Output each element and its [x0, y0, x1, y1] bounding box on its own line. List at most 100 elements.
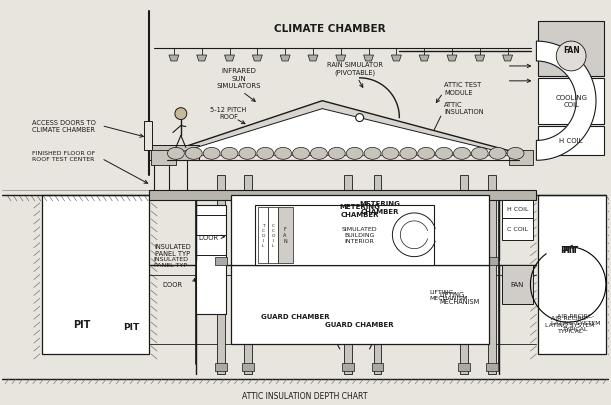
Circle shape — [556, 42, 586, 72]
Text: T
C
O
I
L: T C O I L — [262, 224, 265, 247]
Text: LIFTING,
MECHANISM: LIFTING, MECHANISM — [429, 289, 467, 300]
Ellipse shape — [489, 148, 506, 160]
Bar — [536, 12, 606, 196]
Bar — [196, 205, 225, 314]
Polygon shape — [447, 56, 457, 62]
Bar — [342, 363, 354, 371]
Polygon shape — [392, 56, 401, 62]
Polygon shape — [419, 56, 429, 62]
Polygon shape — [169, 56, 179, 62]
Bar — [149, 12, 536, 196]
Bar — [243, 257, 254, 265]
Ellipse shape — [185, 148, 202, 160]
Text: C COIL: C COIL — [507, 227, 528, 232]
Text: PIT: PIT — [73, 320, 90, 329]
Text: ATTIC
INSULATION: ATTIC INSULATION — [444, 102, 484, 115]
Polygon shape — [171, 109, 514, 156]
Bar — [538, 126, 604, 156]
Ellipse shape — [453, 148, 470, 160]
Text: SIMULATED
BUILDING
INTERIOR: SIMULATED BUILDING INTERIOR — [342, 226, 378, 244]
Text: AIR RECIRC-
LATING SYSTEM
TYPICAL: AIR RECIRC- LATING SYSTEM TYPICAL — [551, 314, 601, 331]
Bar — [144, 121, 152, 151]
Text: LIFTING,
MECHANISM: LIFTING, MECHANISM — [439, 291, 480, 304]
Bar — [460, 176, 468, 374]
Ellipse shape — [328, 148, 345, 160]
Bar — [42, 196, 149, 354]
Bar — [149, 196, 536, 379]
Polygon shape — [159, 101, 527, 156]
Ellipse shape — [275, 148, 291, 160]
Bar — [538, 22, 604, 77]
Text: GUARD CHAMBER: GUARD CHAMBER — [261, 313, 329, 320]
Bar — [149, 191, 536, 200]
Bar — [268, 207, 278, 263]
Bar — [342, 257, 354, 265]
Ellipse shape — [364, 148, 381, 160]
Ellipse shape — [310, 148, 327, 160]
Bar — [373, 176, 381, 374]
Polygon shape — [503, 56, 513, 62]
Text: 5-12 PITCH
ROOF: 5-12 PITCH ROOF — [210, 107, 247, 120]
Bar — [371, 257, 384, 265]
Bar — [371, 363, 384, 371]
Text: ATTIC TEST
MODULE: ATTIC TEST MODULE — [444, 82, 481, 95]
Text: ACCESS DOORS TO
CLIMATE CHAMBER: ACCESS DOORS TO CLIMATE CHAMBER — [32, 119, 95, 133]
Text: GUARD CHAMBER: GUARD CHAMBER — [325, 321, 394, 327]
Ellipse shape — [221, 148, 238, 160]
Text: AIR RECIRC-
LATING SYSTEM
TYPICAL: AIR RECIRC- LATING SYSTEM TYPICAL — [546, 315, 595, 333]
Text: FINISHED FLOOR OF
ROOF TEST CENTER: FINISHED FLOOR OF ROOF TEST CENTER — [32, 150, 95, 162]
Bar — [458, 257, 470, 265]
Polygon shape — [475, 56, 485, 62]
Text: FAN: FAN — [563, 45, 580, 54]
Text: H COIL: H COIL — [507, 207, 529, 212]
Polygon shape — [536, 42, 596, 161]
Bar — [151, 151, 176, 166]
Polygon shape — [280, 56, 290, 62]
Bar — [230, 265, 489, 344]
Ellipse shape — [382, 148, 399, 160]
Text: INSULATED
PANEL TYP: INSULATED PANEL TYP — [153, 256, 188, 268]
Text: INSULATED
PANEL TYP: INSULATED PANEL TYP — [155, 243, 191, 257]
Bar — [488, 176, 496, 374]
Bar — [278, 207, 293, 263]
Bar — [255, 205, 434, 265]
Text: FAN: FAN — [511, 282, 524, 288]
Circle shape — [175, 109, 187, 120]
Ellipse shape — [418, 148, 434, 160]
Polygon shape — [225, 56, 235, 62]
Circle shape — [356, 114, 364, 122]
Bar — [344, 176, 352, 374]
Polygon shape — [197, 56, 207, 62]
Text: PIT: PIT — [123, 322, 139, 331]
Ellipse shape — [507, 148, 524, 160]
Ellipse shape — [257, 148, 274, 160]
Bar — [486, 257, 498, 265]
Ellipse shape — [436, 148, 453, 160]
Text: C
C
O
I
L: C C O I L — [271, 224, 275, 247]
Text: RAIN SIMULATOR
(PIVOTABLE): RAIN SIMULATOR (PIVOTABLE) — [327, 62, 382, 76]
Text: METERING
CHAMBER: METERING CHAMBER — [339, 204, 380, 217]
Text: METERING
CHAMBER: METERING CHAMBER — [359, 201, 400, 214]
Ellipse shape — [346, 148, 363, 160]
Bar — [214, 363, 227, 371]
Text: H COIL: H COIL — [560, 138, 583, 144]
Text: DOOR: DOOR — [199, 234, 219, 240]
Bar — [486, 363, 498, 371]
Bar — [258, 207, 268, 263]
Ellipse shape — [167, 148, 185, 160]
Text: INFRARED
SUN
SIMULATORS: INFRARED SUN SIMULATORS — [216, 68, 261, 89]
Bar — [502, 265, 533, 305]
Text: DOOR: DOOR — [163, 282, 183, 288]
Bar — [230, 196, 489, 265]
Text: F
A
N: F A N — [284, 226, 287, 244]
Text: PIT: PIT — [560, 245, 576, 255]
Bar — [538, 196, 606, 354]
Bar — [214, 257, 227, 265]
Bar — [244, 176, 252, 374]
Bar — [149, 146, 199, 161]
Ellipse shape — [471, 148, 488, 160]
Bar — [502, 200, 533, 218]
Polygon shape — [336, 56, 346, 62]
Polygon shape — [308, 56, 318, 62]
Ellipse shape — [400, 148, 417, 160]
